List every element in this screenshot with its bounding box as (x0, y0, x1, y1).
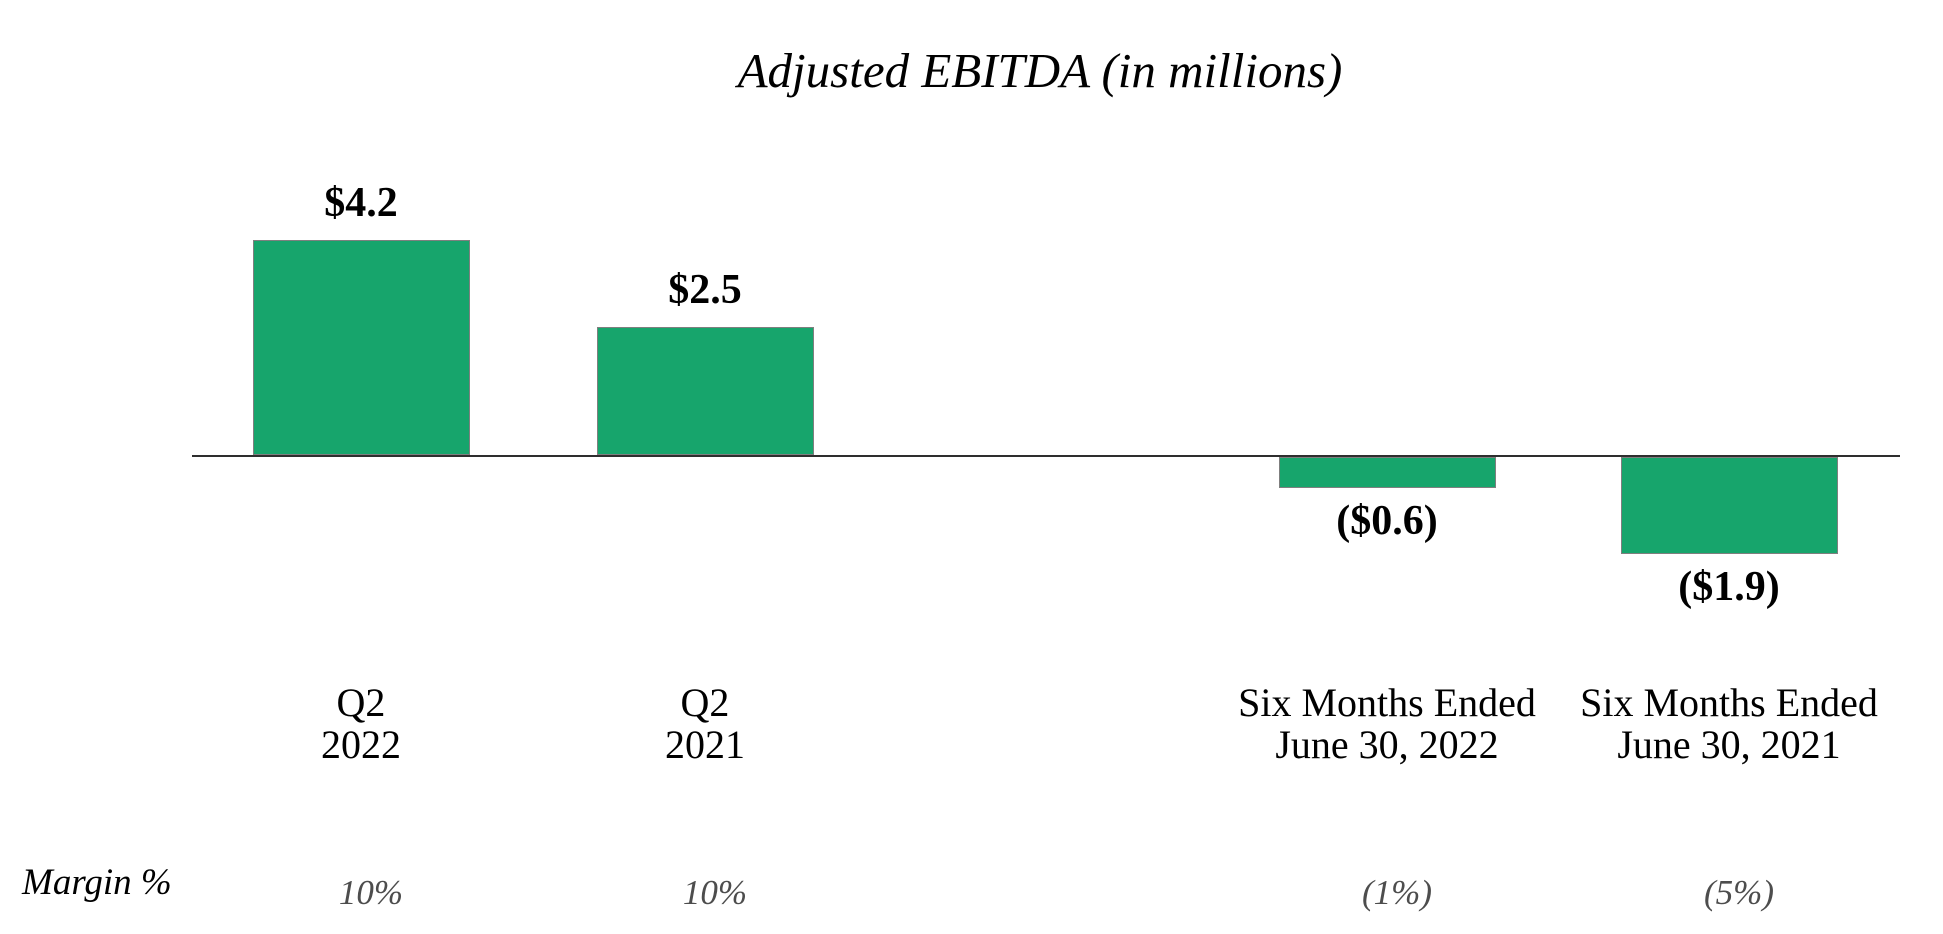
bar-q2-2022 (252, 240, 470, 455)
margin-value-q2-2022: 10% (338, 873, 404, 912)
x-axis-label-q2-2022: Q2 2022 (131, 682, 591, 766)
x-axis-label-line1: Q2 (680, 680, 730, 725)
bar-six-months-2022 (1278, 457, 1496, 488)
margin-value-six-months-2022: (1%) (1362, 873, 1432, 912)
x-axis-label-line2: 2021 (665, 722, 745, 767)
bar-six-months-2021 (1620, 457, 1838, 554)
x-axis-label-line1: Q2 (336, 680, 386, 725)
x-axis-label-line2: 2022 (321, 722, 401, 767)
margin-value-q2-2021: 10% (682, 873, 748, 912)
value-label-q2-2022: $4.2 (324, 180, 398, 226)
x-axis-label-line2: June 30, 2022 (1275, 722, 1499, 767)
x-axis-label-six-months-2021: Six Months Ended June 30, 2021 (1499, 682, 1943, 766)
x-axis-label-line1: Six Months Ended (1580, 680, 1878, 725)
value-label-six-months-2021: ($1.9) (1678, 564, 1780, 610)
margin-value-six-months-2021: (5%) (1704, 873, 1774, 912)
margin-row-label: Margin % (22, 862, 172, 903)
bar-q2-2021 (596, 327, 814, 455)
x-axis-label-line1: Six Months Ended (1238, 680, 1536, 725)
value-label-six-months-2022: ($0.6) (1336, 498, 1438, 544)
x-axis-label-q2-2021: Q2 2021 (475, 682, 935, 766)
x-axis-label-line2: June 30, 2021 (1617, 722, 1841, 767)
x-axis-line (192, 455, 1900, 457)
chart-title: Adjusted EBITDA (in millions) (737, 43, 1343, 98)
x-axis-label-six-months-2022: Six Months Ended June 30, 2022 (1157, 682, 1617, 766)
value-label-q2-2021: $2.5 (668, 267, 742, 313)
